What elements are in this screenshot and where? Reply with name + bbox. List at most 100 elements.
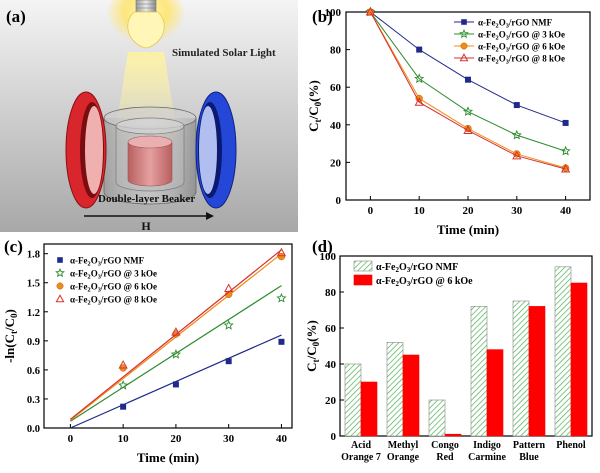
y-tick-label: 1.2 bbox=[27, 308, 40, 319]
bar bbox=[428, 399, 446, 437]
plot-frame bbox=[43, 243, 293, 429]
y-tick-label: 0.3 bbox=[27, 395, 40, 406]
x-tick-label: Methyl bbox=[388, 440, 419, 451]
y-tick-label: 0.6 bbox=[27, 366, 40, 377]
light-bulb-icon bbox=[127, 0, 165, 49]
y-tick-label: 20 bbox=[330, 157, 342, 169]
y-tick-label: 60 bbox=[330, 82, 342, 94]
magnet-coil-icon bbox=[65, 91, 107, 209]
x-tick-label: Red bbox=[436, 452, 454, 463]
legend-marker bbox=[461, 19, 467, 25]
field-arrow-head bbox=[206, 212, 214, 220]
panel-c-kinetics-chart: (c) 0 10 20 30 40 0.0 0.3 0.6 0.9 1.2 1.5 1.8 Time (… bbox=[2, 237, 293, 465]
y-axis-label: -ln(Ct/C0) bbox=[2, 309, 19, 363]
legend-label: α-Fe2O3/rGO NMF bbox=[70, 256, 145, 268]
series-line bbox=[369, 11, 566, 170]
field-label: H bbox=[141, 219, 151, 233]
plot-frame bbox=[345, 11, 591, 201]
legend-marker bbox=[459, 53, 469, 62]
bar bbox=[528, 306, 546, 437]
data-point bbox=[365, 6, 376, 16]
data-point bbox=[278, 338, 285, 345]
data-point bbox=[416, 46, 423, 53]
bar bbox=[444, 433, 462, 437]
legend-label: α-Fe2O3/rGO NMF bbox=[478, 18, 553, 30]
data-point bbox=[463, 125, 473, 134]
y-tick-label: 0.9 bbox=[27, 337, 40, 348]
y-tick-label: 0.0 bbox=[27, 424, 40, 435]
y-tick-label: 80 bbox=[330, 45, 342, 57]
y-tick-label: 40 bbox=[325, 359, 337, 371]
y-tick-label: 1.8 bbox=[27, 250, 40, 261]
x-tick-label: 40 bbox=[560, 205, 572, 217]
panel-a-schematic: (a) Simulated Solar Light bbox=[0, 0, 298, 233]
data-point bbox=[462, 106, 474, 116]
bar bbox=[570, 282, 588, 437]
legend-marker bbox=[55, 267, 65, 278]
bar bbox=[512, 300, 530, 437]
data-point bbox=[276, 247, 287, 257]
y-tick-label: 100 bbox=[320, 251, 337, 263]
y-tick-label: 100 bbox=[325, 7, 342, 19]
x-tick-label: 0 bbox=[68, 433, 74, 445]
legend-swatch bbox=[353, 274, 373, 286]
x-tick-label: Indigo bbox=[473, 440, 501, 451]
beaker-icon bbox=[103, 106, 197, 205]
data-point bbox=[276, 292, 287, 303]
legend-label: α-Fe2O3/rGO @ 6 kOe bbox=[376, 276, 473, 288]
x-tick-label: Acid bbox=[351, 440, 371, 451]
legend-swatch bbox=[353, 260, 373, 272]
data-point bbox=[170, 349, 182, 359]
magnet-coil-icon bbox=[195, 91, 237, 209]
legend-marker bbox=[459, 28, 469, 39]
x-tick-label: Pattern bbox=[513, 440, 546, 451]
legend-label: α-Fe2O3/rGO @ 8 kOe bbox=[478, 54, 565, 66]
y-tick-label: 20 bbox=[325, 395, 337, 407]
data-point bbox=[560, 145, 571, 156]
y-tick-label: 60 bbox=[325, 323, 337, 335]
legend-label: α-Fe2O3/rGO @ 3 kOe bbox=[70, 269, 157, 281]
data-point bbox=[414, 73, 425, 84]
bar bbox=[554, 266, 572, 437]
y-tick-label: 1.5 bbox=[27, 279, 40, 290]
x-axis-label: Time (min) bbox=[437, 222, 499, 237]
x-tick-label: Congo bbox=[431, 440, 459, 451]
panel-b-line-chart: (b) 0 10 20 30 40 0 20 40 60 80 100 Time (min) Ct/C0… bbox=[306, 6, 591, 237]
panel-label-a: (a) bbox=[6, 7, 26, 26]
x-tick-label: 20 bbox=[463, 205, 475, 217]
x-tick-label: 30 bbox=[511, 205, 523, 217]
data-point bbox=[118, 380, 129, 390]
data-point bbox=[118, 360, 128, 369]
bar bbox=[360, 381, 378, 437]
x-tick-label: Carmine bbox=[468, 452, 506, 463]
data-point bbox=[277, 252, 286, 261]
y-tick-label: 80 bbox=[325, 287, 337, 299]
data-point bbox=[225, 358, 232, 365]
x-tick-label: Phenol bbox=[556, 440, 586, 451]
legend-marker bbox=[56, 282, 64, 290]
y-tick-label: 40 bbox=[330, 120, 342, 132]
data-point bbox=[120, 403, 127, 410]
plot-frame bbox=[339, 255, 593, 437]
data-point bbox=[465, 76, 471, 83]
legend-label: α-Fe2O3/rGO @ 6 kOe bbox=[478, 42, 565, 54]
fit-line bbox=[70, 285, 282, 422]
x-tick-label: 10 bbox=[118, 433, 130, 445]
legend-label: α-Fe2O3/rGO @ 8 kOe bbox=[70, 295, 157, 307]
fit-line bbox=[70, 249, 282, 420]
bar bbox=[386, 342, 404, 437]
sample-solution bbox=[127, 142, 173, 187]
x-tick-label: 40 bbox=[276, 433, 288, 445]
data-point bbox=[560, 163, 571, 173]
series-line bbox=[369, 11, 566, 152]
x-tick-label: 10 bbox=[414, 205, 426, 217]
x-axis-label: Time (min) bbox=[137, 450, 199, 465]
legend-marker bbox=[55, 294, 65, 303]
data-point bbox=[562, 119, 569, 126]
beaker-label: Double-layer Beaker bbox=[98, 193, 195, 205]
light-label: Simulated Solar Light bbox=[172, 47, 276, 59]
data-point bbox=[513, 102, 520, 109]
legend-label: α-Fe2O3/rGO @ 6 kOe bbox=[70, 282, 157, 294]
legend-marker bbox=[57, 257, 63, 263]
